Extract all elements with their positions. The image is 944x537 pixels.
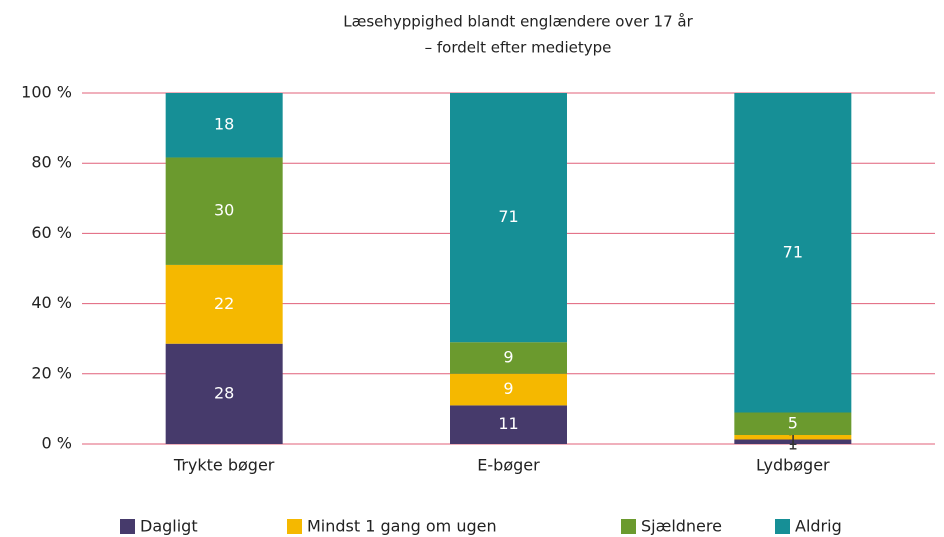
x-tick-label: Lydbøger: [756, 456, 830, 475]
bar-segment: [734, 412, 852, 435]
chart-title: Læsehyppighed blandt englændere over 17 …: [343, 13, 693, 31]
legend-swatch: [120, 519, 135, 534]
bar-segment: [165, 93, 283, 158]
legend-label: Dagligt: [140, 517, 198, 536]
y-tick-label: 40 %: [31, 293, 72, 312]
data-label: 71: [783, 242, 803, 261]
y-tick-label: 100 %: [21, 83, 72, 102]
y-tick-label: 0 %: [42, 434, 72, 453]
data-label: 5: [788, 413, 798, 432]
bar-segment: [165, 157, 283, 265]
data-label: 30: [214, 201, 234, 220]
bar-segment: [734, 439, 852, 444]
legend-swatch: [287, 519, 302, 534]
data-label: 9: [503, 348, 513, 367]
y-tick-label: 20 %: [31, 363, 72, 382]
bar-segment: [734, 93, 852, 413]
legend-label: Sjældnere: [641, 517, 722, 536]
data-label: 1: [788, 430, 798, 449]
data-label: 9: [503, 379, 513, 398]
chart-subtitle: – fordelt efter medietype: [425, 39, 612, 57]
bar-segment: [450, 93, 567, 343]
bar-segment: [450, 342, 567, 374]
data-label: 28: [214, 383, 234, 402]
bar-segment: [165, 343, 283, 444]
data-label: 18: [214, 115, 234, 134]
data-label: 22: [214, 294, 234, 313]
bar-segment: [450, 405, 567, 444]
bar-segment: [734, 435, 852, 440]
legend-label: Mindst 1 gang om ugen: [307, 517, 497, 536]
x-tick-label: Trykte bøger: [173, 456, 275, 475]
x-tick-label: E-bøger: [477, 456, 540, 475]
data-label: 11: [498, 414, 518, 433]
legend-label: Aldrig: [795, 517, 842, 536]
y-tick-label: 80 %: [31, 153, 72, 172]
y-tick-label: 60 %: [31, 223, 72, 242]
bar-segment: [450, 373, 567, 406]
bar-segment: [165, 264, 283, 344]
data-label: 71: [498, 207, 518, 226]
data-label: 1: [788, 434, 798, 453]
legend-swatch: [775, 519, 790, 534]
legend-swatch: [621, 519, 636, 534]
